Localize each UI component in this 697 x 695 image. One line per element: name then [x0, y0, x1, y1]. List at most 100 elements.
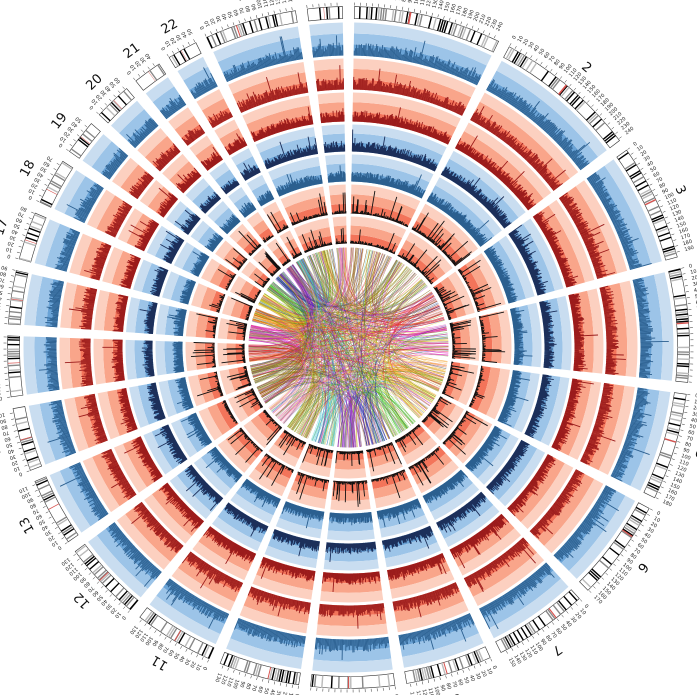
tick-label: 140 [672, 476, 683, 485]
track-band [35, 276, 54, 327]
track-histogram [275, 242, 291, 267]
tick-label: 60 [113, 76, 122, 85]
ideogram-band [471, 652, 478, 664]
tick-label: 100 [664, 192, 675, 202]
tick [108, 98, 112, 102]
link [268, 260, 318, 408]
tick [540, 61, 543, 65]
tick [559, 76, 563, 79]
track-histogram [486, 79, 591, 171]
ideogram-band [350, 676, 352, 689]
tick-label: 170 [592, 594, 603, 605]
track-band [201, 258, 221, 283]
track-histogram [38, 337, 60, 392]
ideogram-band [49, 182, 61, 190]
tick [675, 447, 679, 449]
link [322, 250, 434, 401]
tick [66, 148, 69, 152]
track-band [473, 552, 545, 606]
link [356, 248, 384, 442]
chromosome-label-11: 11 [149, 652, 171, 673]
ideogram-chr-17 [18, 212, 47, 263]
ideogram-band [215, 33, 222, 45]
tick-label: 20 [209, 17, 217, 25]
track-band [248, 468, 286, 497]
track-band [246, 211, 264, 228]
track-histogram [190, 67, 218, 100]
track-histogram [179, 279, 196, 305]
ideogram-band [219, 31, 226, 43]
link [311, 394, 332, 442]
track-band [378, 506, 425, 529]
tick [673, 452, 677, 455]
ideogram-band [635, 506, 647, 514]
tick-label: 0 [89, 104, 95, 111]
ideogram-band [591, 568, 602, 578]
ideogram-band [271, 667, 276, 680]
tick-label: 20 [134, 59, 143, 68]
ideogram-band [646, 486, 658, 493]
tick-label: 30 [643, 155, 652, 163]
track-band [567, 186, 618, 277]
ideogram-band [537, 615, 546, 627]
track-histogram [66, 183, 104, 224]
track-band [322, 133, 345, 145]
tick-label: 0 [695, 393, 697, 399]
track-band [326, 529, 375, 541]
ideogram-band [178, 632, 186, 644]
track-band [94, 289, 110, 331]
tick [38, 194, 42, 197]
track-histogram [376, 498, 422, 528]
track-band [252, 574, 313, 600]
link [249, 259, 398, 361]
ideogram-band [508, 634, 516, 646]
track-band [314, 68, 344, 82]
tick [215, 28, 218, 32]
tick-label: 10 [652, 516, 660, 524]
track-histogram [508, 224, 548, 296]
track-band [236, 391, 256, 418]
ideogram-band [669, 270, 682, 275]
track-band [518, 304, 533, 367]
tick-label: 70 [31, 507, 39, 515]
link [250, 295, 435, 333]
track-histogram [322, 571, 381, 593]
tick [637, 162, 641, 165]
tick [24, 464, 28, 467]
tick-label: 50 [39, 165, 48, 173]
ideogram-band [571, 96, 581, 107]
track-band [309, 22, 344, 36]
track-band [575, 180, 628, 274]
tick [12, 269, 16, 271]
ideogram-band [677, 353, 690, 356]
ideogram-band [358, 6, 361, 19]
tick [15, 257, 19, 259]
track-band [125, 508, 177, 562]
ideogram-band [624, 161, 636, 170]
tick-label: 40 [181, 30, 189, 38]
track-band [467, 317, 480, 361]
track-histogram [586, 172, 652, 270]
track-band [69, 337, 83, 388]
tick [177, 47, 180, 51]
ideogram-band [482, 36, 490, 48]
track-band [262, 201, 280, 218]
track-histogram [411, 212, 472, 267]
tick-label: 60 [166, 648, 174, 657]
tick [671, 458, 675, 460]
ideogram-band [165, 625, 174, 637]
tick-label: 60 [456, 679, 464, 687]
track-band [371, 469, 409, 490]
ideogram-band [659, 453, 672, 459]
ideogram-band [662, 245, 675, 251]
tick-label: 110 [67, 566, 78, 577]
track-histogram [154, 424, 188, 465]
tick-label: 50 [186, 28, 194, 36]
link [248, 268, 411, 347]
track-band [133, 259, 152, 292]
ideogram-band [7, 348, 20, 350]
tick [468, 667, 470, 671]
tick-label: 60 [43, 160, 52, 168]
tick-label: 130 [274, 0, 282, 5]
ideogram-band [677, 346, 690, 349]
